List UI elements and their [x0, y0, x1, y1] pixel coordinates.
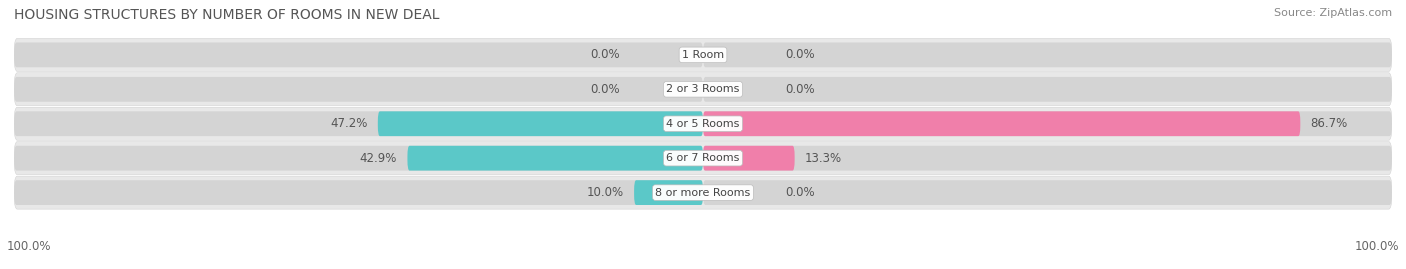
FancyBboxPatch shape	[14, 107, 1392, 140]
FancyBboxPatch shape	[703, 111, 1392, 136]
Text: 13.3%: 13.3%	[806, 152, 842, 165]
Text: 0.0%: 0.0%	[786, 48, 815, 61]
FancyBboxPatch shape	[14, 176, 1392, 209]
FancyBboxPatch shape	[703, 180, 1392, 205]
Text: 100.0%: 100.0%	[7, 240, 52, 253]
Text: 1 Room: 1 Room	[682, 50, 724, 60]
Text: 2 or 3 Rooms: 2 or 3 Rooms	[666, 84, 740, 94]
FancyBboxPatch shape	[703, 111, 1301, 136]
Text: 100.0%: 100.0%	[1354, 240, 1399, 253]
Text: 86.7%: 86.7%	[1310, 117, 1348, 130]
FancyBboxPatch shape	[634, 180, 703, 205]
Text: 6 or 7 Rooms: 6 or 7 Rooms	[666, 153, 740, 163]
FancyBboxPatch shape	[14, 142, 1392, 175]
Text: 4 or 5 Rooms: 4 or 5 Rooms	[666, 119, 740, 129]
Text: 10.0%: 10.0%	[586, 186, 624, 199]
Text: Source: ZipAtlas.com: Source: ZipAtlas.com	[1274, 8, 1392, 18]
FancyBboxPatch shape	[14, 180, 703, 205]
Text: 8 or more Rooms: 8 or more Rooms	[655, 187, 751, 198]
Text: 47.2%: 47.2%	[330, 117, 367, 130]
FancyBboxPatch shape	[408, 146, 703, 171]
Text: 0.0%: 0.0%	[591, 48, 620, 61]
FancyBboxPatch shape	[14, 146, 703, 171]
FancyBboxPatch shape	[14, 77, 703, 102]
Text: 42.9%: 42.9%	[360, 152, 396, 165]
FancyBboxPatch shape	[703, 146, 794, 171]
FancyBboxPatch shape	[14, 111, 703, 136]
FancyBboxPatch shape	[14, 73, 1392, 106]
Text: HOUSING STRUCTURES BY NUMBER OF ROOMS IN NEW DEAL: HOUSING STRUCTURES BY NUMBER OF ROOMS IN…	[14, 8, 440, 22]
FancyBboxPatch shape	[703, 146, 1392, 171]
Text: 0.0%: 0.0%	[786, 83, 815, 96]
FancyBboxPatch shape	[703, 43, 1392, 67]
Text: 0.0%: 0.0%	[786, 186, 815, 199]
FancyBboxPatch shape	[703, 77, 1392, 102]
FancyBboxPatch shape	[14, 43, 703, 67]
FancyBboxPatch shape	[378, 111, 703, 136]
FancyBboxPatch shape	[14, 38, 1392, 71]
Text: 0.0%: 0.0%	[591, 83, 620, 96]
